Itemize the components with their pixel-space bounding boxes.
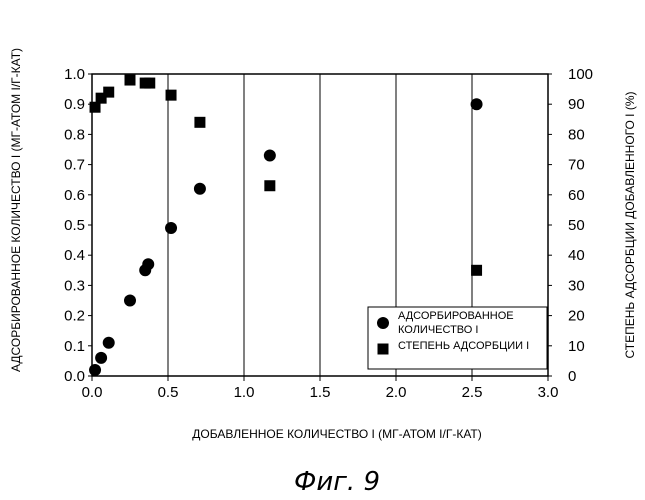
y2-tick-label: 30 (568, 277, 585, 294)
legend-label: КОЛИЧЕСТВО I (398, 324, 478, 336)
y2-tick-label: 80 (568, 126, 585, 143)
y-tick-label: 0.2 (64, 308, 85, 325)
x-tick-label: 0.0 (82, 384, 103, 401)
y-tick-label: 0.1 (64, 338, 85, 355)
x-tick-label: 2.0 (386, 384, 407, 401)
y2-tick-label: 0 (568, 368, 576, 385)
y-tick-label: 0.0 (64, 368, 85, 385)
figure-caption: Фиг. 9 (294, 467, 380, 497)
y-tick-label: 0.9 (64, 96, 85, 113)
y2-tick-label: 60 (568, 187, 585, 204)
data-point-square-7 (194, 117, 205, 128)
x-tick-label: 2.5 (462, 384, 483, 401)
data-point-circle-7 (194, 183, 206, 195)
data-point-circle-3 (124, 295, 136, 307)
data-point-square-5 (144, 78, 155, 89)
x-tick-label: 1.0 (234, 384, 255, 401)
x-tick-label: 1.5 (310, 384, 331, 401)
x-axis-title: ДОБАВЛЕННОЕ КОЛИЧЕСТВО I (МГ-АТОМ I/Г-КА… (192, 427, 481, 441)
legend-marker-circle (377, 317, 389, 329)
data-point-square-8 (264, 180, 275, 191)
data-point-circle-8 (264, 150, 276, 162)
y-tick-label: 1.0 (64, 66, 85, 83)
x-tick-label: 3.0 (538, 384, 559, 401)
y2-tick-label: 50 (568, 217, 585, 234)
data-point-circle-5 (142, 258, 154, 270)
y-tick-label: 0.7 (64, 157, 85, 174)
legend: АДСОРБИРОВАННОЕ КОЛИЧЕСТВО I СТЕПЕНЬ АДСОР… (368, 307, 547, 369)
legend-marker-square (378, 344, 389, 355)
data-point-square-2 (103, 87, 114, 98)
y-tick-label: 0.4 (64, 247, 85, 264)
y-tick-label: 0.8 (64, 126, 85, 143)
y-tick-label: 0.5 (64, 217, 85, 234)
y-tick-label: 0.3 (64, 277, 85, 294)
data-point-square-9 (471, 265, 482, 276)
data-point-square-3 (125, 75, 136, 86)
data-point-circle-6 (165, 222, 177, 234)
data-point-circle-1 (95, 352, 107, 364)
y2-tick-label: 100 (568, 66, 593, 83)
y2-tick-label: 70 (568, 157, 585, 174)
data-point-circle-9 (471, 98, 483, 110)
data-point-circle-0 (89, 364, 101, 376)
y2-axis-ticks: 0 10 20 30 40 50 60 70 80 90 100 (548, 66, 593, 385)
y-axis-title: АДСОРБИРОВАННОЕ КОЛИЧЕСТВО I (МГ-АТОМ I/… (9, 48, 23, 372)
x-axis-ticks: 0.0 0.5 1.0 1.5 2.0 2.5 3.0 (82, 376, 559, 401)
y2-axis-title: СТЕПЕНЬ АДСОРБЦИИ ДОБАВЛЕННОГО I (%) (623, 91, 637, 358)
data-point-circle-2 (103, 337, 115, 349)
y-axis-ticks: 0.0 0.1 0.2 0.3 0.4 0.5 0.6 0.7 0.8 0.9 1.0 (64, 66, 92, 385)
y-tick-label: 0.6 (64, 187, 85, 204)
legend-label: АДСОРБИРОВАННОЕ (398, 310, 514, 322)
x-tick-label: 0.5 (158, 384, 179, 401)
legend-label: СТЕПЕНЬ АДСОРБЦИИ I (398, 340, 529, 352)
y2-tick-label: 20 (568, 308, 585, 325)
y2-tick-label: 90 (568, 96, 585, 113)
y2-tick-label: 10 (568, 338, 585, 355)
data-point-square-6 (166, 90, 177, 101)
y2-tick-label: 40 (568, 247, 585, 264)
